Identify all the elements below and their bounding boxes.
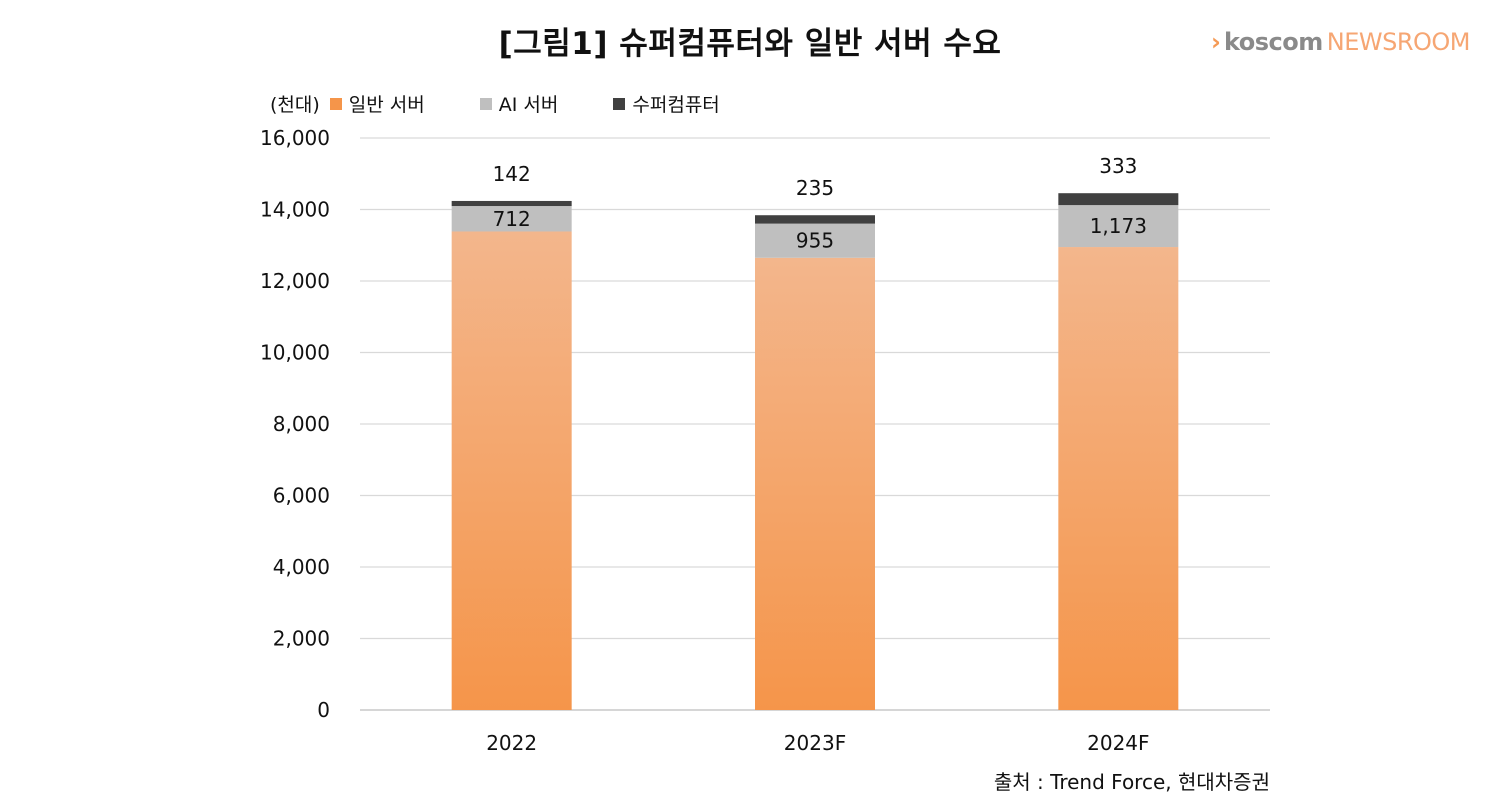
legend-swatch-general-server xyxy=(329,97,342,110)
data-label-2023F-series-1: 955 xyxy=(796,229,834,253)
data-label-2022-series-1: 712 xyxy=(493,207,531,231)
y-tick-label: 6,000 xyxy=(273,484,330,508)
legend-item-supercomputer: 수퍼컴퓨터 xyxy=(613,90,720,117)
chart-title: [그림1] 슈퍼컴퓨터와 일반 서버 수요 xyxy=(498,26,1002,62)
bar-2022-series-1 xyxy=(451,206,572,232)
bar-stacks: 712 142 955 235 1,173 333 xyxy=(451,154,1179,710)
data-label-2023F-series-2: 235 xyxy=(796,176,834,200)
bar-2023F-series-2 xyxy=(755,215,875,224)
logo-brand: koscom xyxy=(1223,28,1323,56)
legend-item-general-server: 일반 서버 xyxy=(329,90,425,117)
source-note: 출처 : Trend Force, 현대차증권 xyxy=(993,770,1270,794)
bar-2024F-series-1 xyxy=(1058,205,1179,248)
y-tick-label: 16,000 xyxy=(260,126,330,150)
bar-2022-series-2 xyxy=(451,200,572,207)
y-axis-ticks: 0 2,000 4,000 6,000 8,000 10,000 12,000 14,000 1… xyxy=(260,126,330,722)
x-tick-label: 2023F xyxy=(784,731,846,755)
y-tick-label: 8,000 xyxy=(273,412,330,436)
data-label-2024F-series-1: 1,173 xyxy=(1090,214,1147,238)
y-tick-label: 2,000 xyxy=(273,627,330,651)
data-label-2024F-series-2: 333 xyxy=(1099,154,1137,178)
bar-2022-series-0 xyxy=(451,231,572,710)
legend-label-ai-server: AI 서버 xyxy=(498,94,559,116)
bar-2024F-series-0 xyxy=(1058,247,1179,710)
y-tick-label: 0 xyxy=(317,698,330,722)
bar-2023F-series-0 xyxy=(755,257,875,710)
bar-2024F-series-2 xyxy=(1058,193,1179,206)
legend-swatch-supercomputer xyxy=(613,97,626,110)
logo-suffix: NEWSROOM xyxy=(1326,28,1471,56)
x-tick-label: 2022 xyxy=(486,731,537,755)
chart-legend: (천대) 일반 서버 AI 서버 수퍼컴퓨터 xyxy=(270,90,775,117)
y-tick-label: 10,000 xyxy=(260,341,330,365)
legend-label-supercomputer: 수퍼컴퓨터 xyxy=(632,94,720,116)
data-label-2022-series-2: 142 xyxy=(493,162,531,186)
x-tick-label: 2024F xyxy=(1087,731,1149,755)
y-tick-label: 14,000 xyxy=(260,198,330,222)
legend-swatch-ai-server xyxy=(479,97,492,110)
x-axis-ticks: 2022 2023F 2024F xyxy=(486,731,1149,755)
legend-label-general-server: 일반 서버 xyxy=(348,94,425,116)
y-tick-label: 12,000 xyxy=(260,269,330,293)
y-axis-unit: (천대) xyxy=(270,94,320,116)
legend-item-ai-server: AI 서버 xyxy=(479,90,559,117)
bar-2023F-series-1 xyxy=(755,223,875,258)
logo-chevron-icon: › xyxy=(1211,28,1221,56)
y-tick-label: 4,000 xyxy=(273,555,330,579)
koscom-newsroom-logo: › koscom NEWSROOM xyxy=(1211,28,1470,56)
